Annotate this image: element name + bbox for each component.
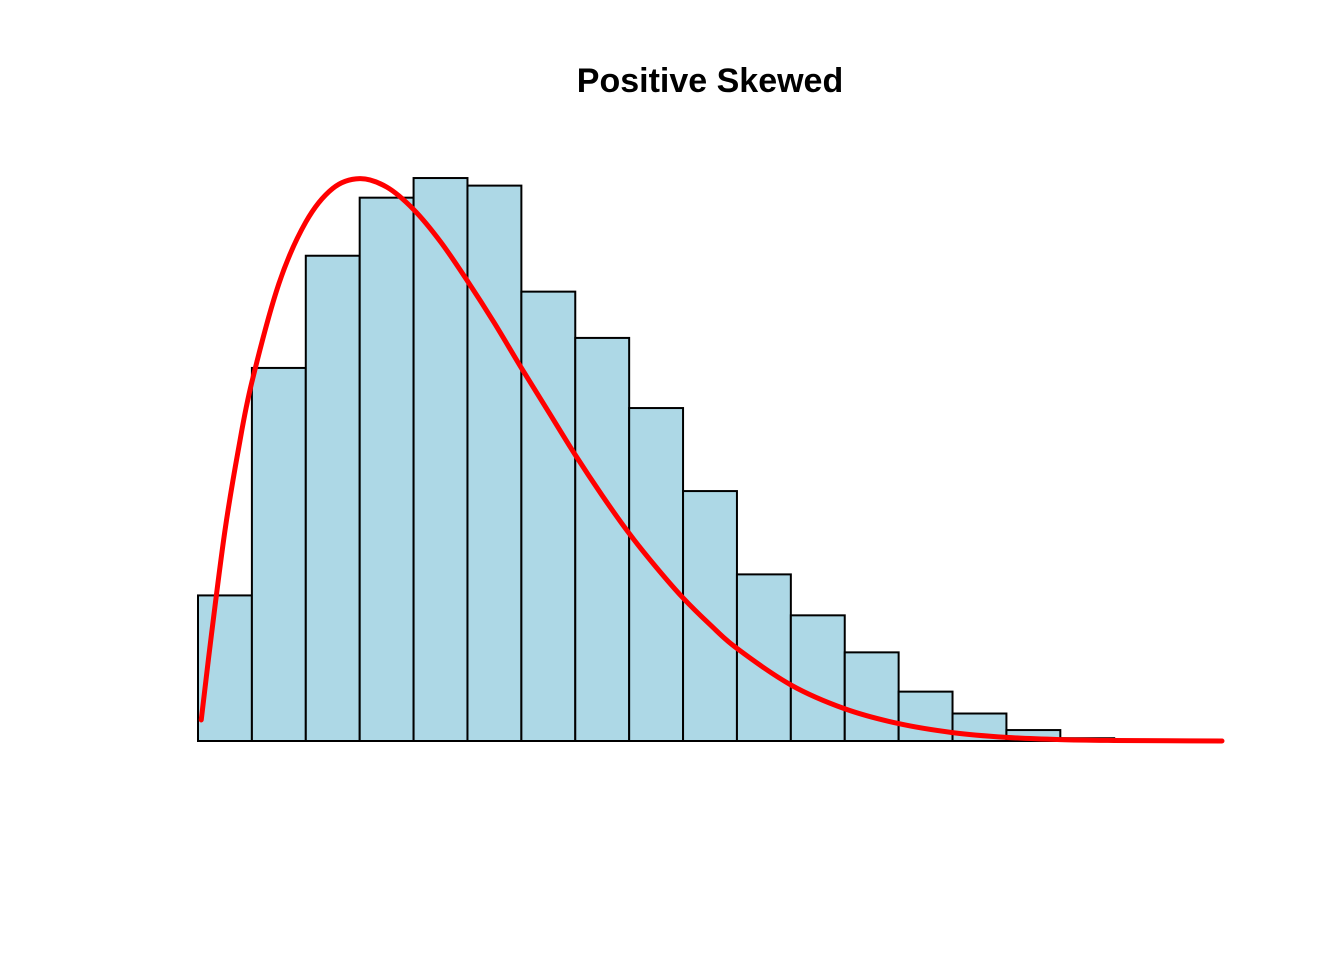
histogram-bar-6 bbox=[466, 184, 523, 743]
histogram-bars bbox=[197, 177, 1116, 743]
histogram-bar-12 bbox=[789, 614, 846, 742]
histogram-bar-11 bbox=[735, 573, 792, 742]
histogram-bar-10 bbox=[682, 490, 738, 742]
histogram-bar-14 bbox=[897, 690, 954, 743]
histogram-bar-2 bbox=[250, 366, 307, 742]
histogram-bar-4 bbox=[358, 196, 415, 742]
histogram-bar-8 bbox=[574, 336, 631, 742]
histogram-bar-7 bbox=[520, 290, 577, 742]
histogram-bar-3 bbox=[304, 254, 361, 743]
chart-title: Positive Skewed bbox=[577, 62, 843, 100]
histogram-bar-5 bbox=[412, 177, 469, 742]
histogram-bar-9 bbox=[628, 407, 685, 742]
density-curve bbox=[198, 176, 1225, 744]
histogram-bar-13 bbox=[843, 651, 900, 742]
